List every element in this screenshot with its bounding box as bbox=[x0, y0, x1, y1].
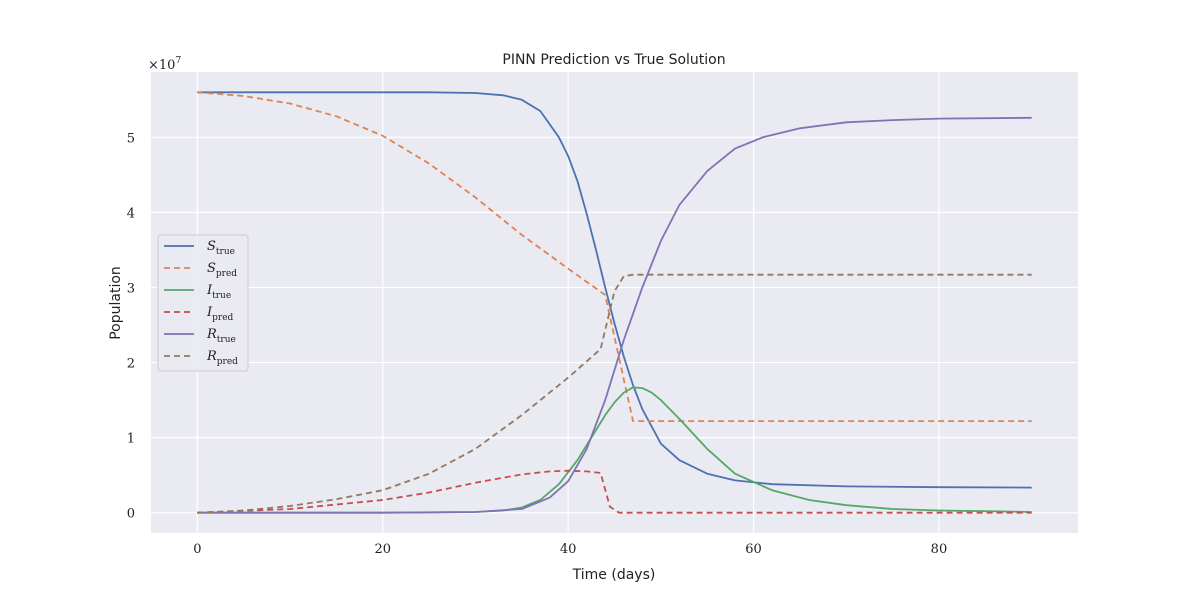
chart-title: PINN Prediction vs True Solution bbox=[502, 52, 725, 68]
series-s-true bbox=[197, 91, 1032, 489]
legend-label: Spred bbox=[207, 261, 237, 279]
x-axis-label: Time (days) bbox=[572, 567, 656, 583]
plot-background bbox=[151, 72, 1078, 533]
series-s-pred bbox=[197, 91, 1032, 422]
y-multiplier: ×107 bbox=[148, 56, 181, 73]
y-tick-label: 5 bbox=[127, 131, 135, 146]
legend-label: Itrue bbox=[206, 283, 231, 301]
y-axis-label: Population bbox=[108, 266, 124, 340]
series-i-pred bbox=[197, 469, 1032, 514]
y-tick-label: 4 bbox=[127, 206, 135, 221]
y-tick-labels: 0 1 2 3 4 5 bbox=[127, 131, 135, 521]
y-tick-label: 1 bbox=[127, 432, 135, 447]
y-tick-label: 2 bbox=[127, 357, 135, 372]
x-tick-label: 60 bbox=[745, 542, 762, 557]
legend-label: Strue bbox=[207, 239, 235, 257]
legend: Strue Spred Itrue Ipred Rtrue Rpred bbox=[157, 234, 249, 372]
x-tick-label: 0 bbox=[193, 542, 201, 557]
x-tick-label: 40 bbox=[560, 542, 577, 557]
legend-label: Ipred bbox=[206, 305, 234, 323]
legend-label: Rtrue bbox=[206, 327, 236, 345]
series-r-pred bbox=[197, 273, 1032, 514]
legend-label: Rpred bbox=[206, 349, 238, 367]
series-lines bbox=[197, 91, 1032, 514]
series-r-true bbox=[197, 116, 1032, 514]
y-tick-label: 3 bbox=[127, 281, 135, 296]
series-i-true bbox=[197, 386, 1032, 514]
y-multiplier-base: ×10 bbox=[148, 58, 175, 73]
y-multiplier-exponent: 7 bbox=[175, 56, 181, 66]
grid bbox=[151, 72, 1078, 533]
legend-box bbox=[157, 234, 249, 372]
x-tick-labels: 0 20 40 60 80 bbox=[193, 542, 947, 557]
x-tick-label: 20 bbox=[374, 542, 391, 557]
y-tick-label: 0 bbox=[127, 507, 135, 522]
x-tick-label: 80 bbox=[931, 542, 948, 557]
